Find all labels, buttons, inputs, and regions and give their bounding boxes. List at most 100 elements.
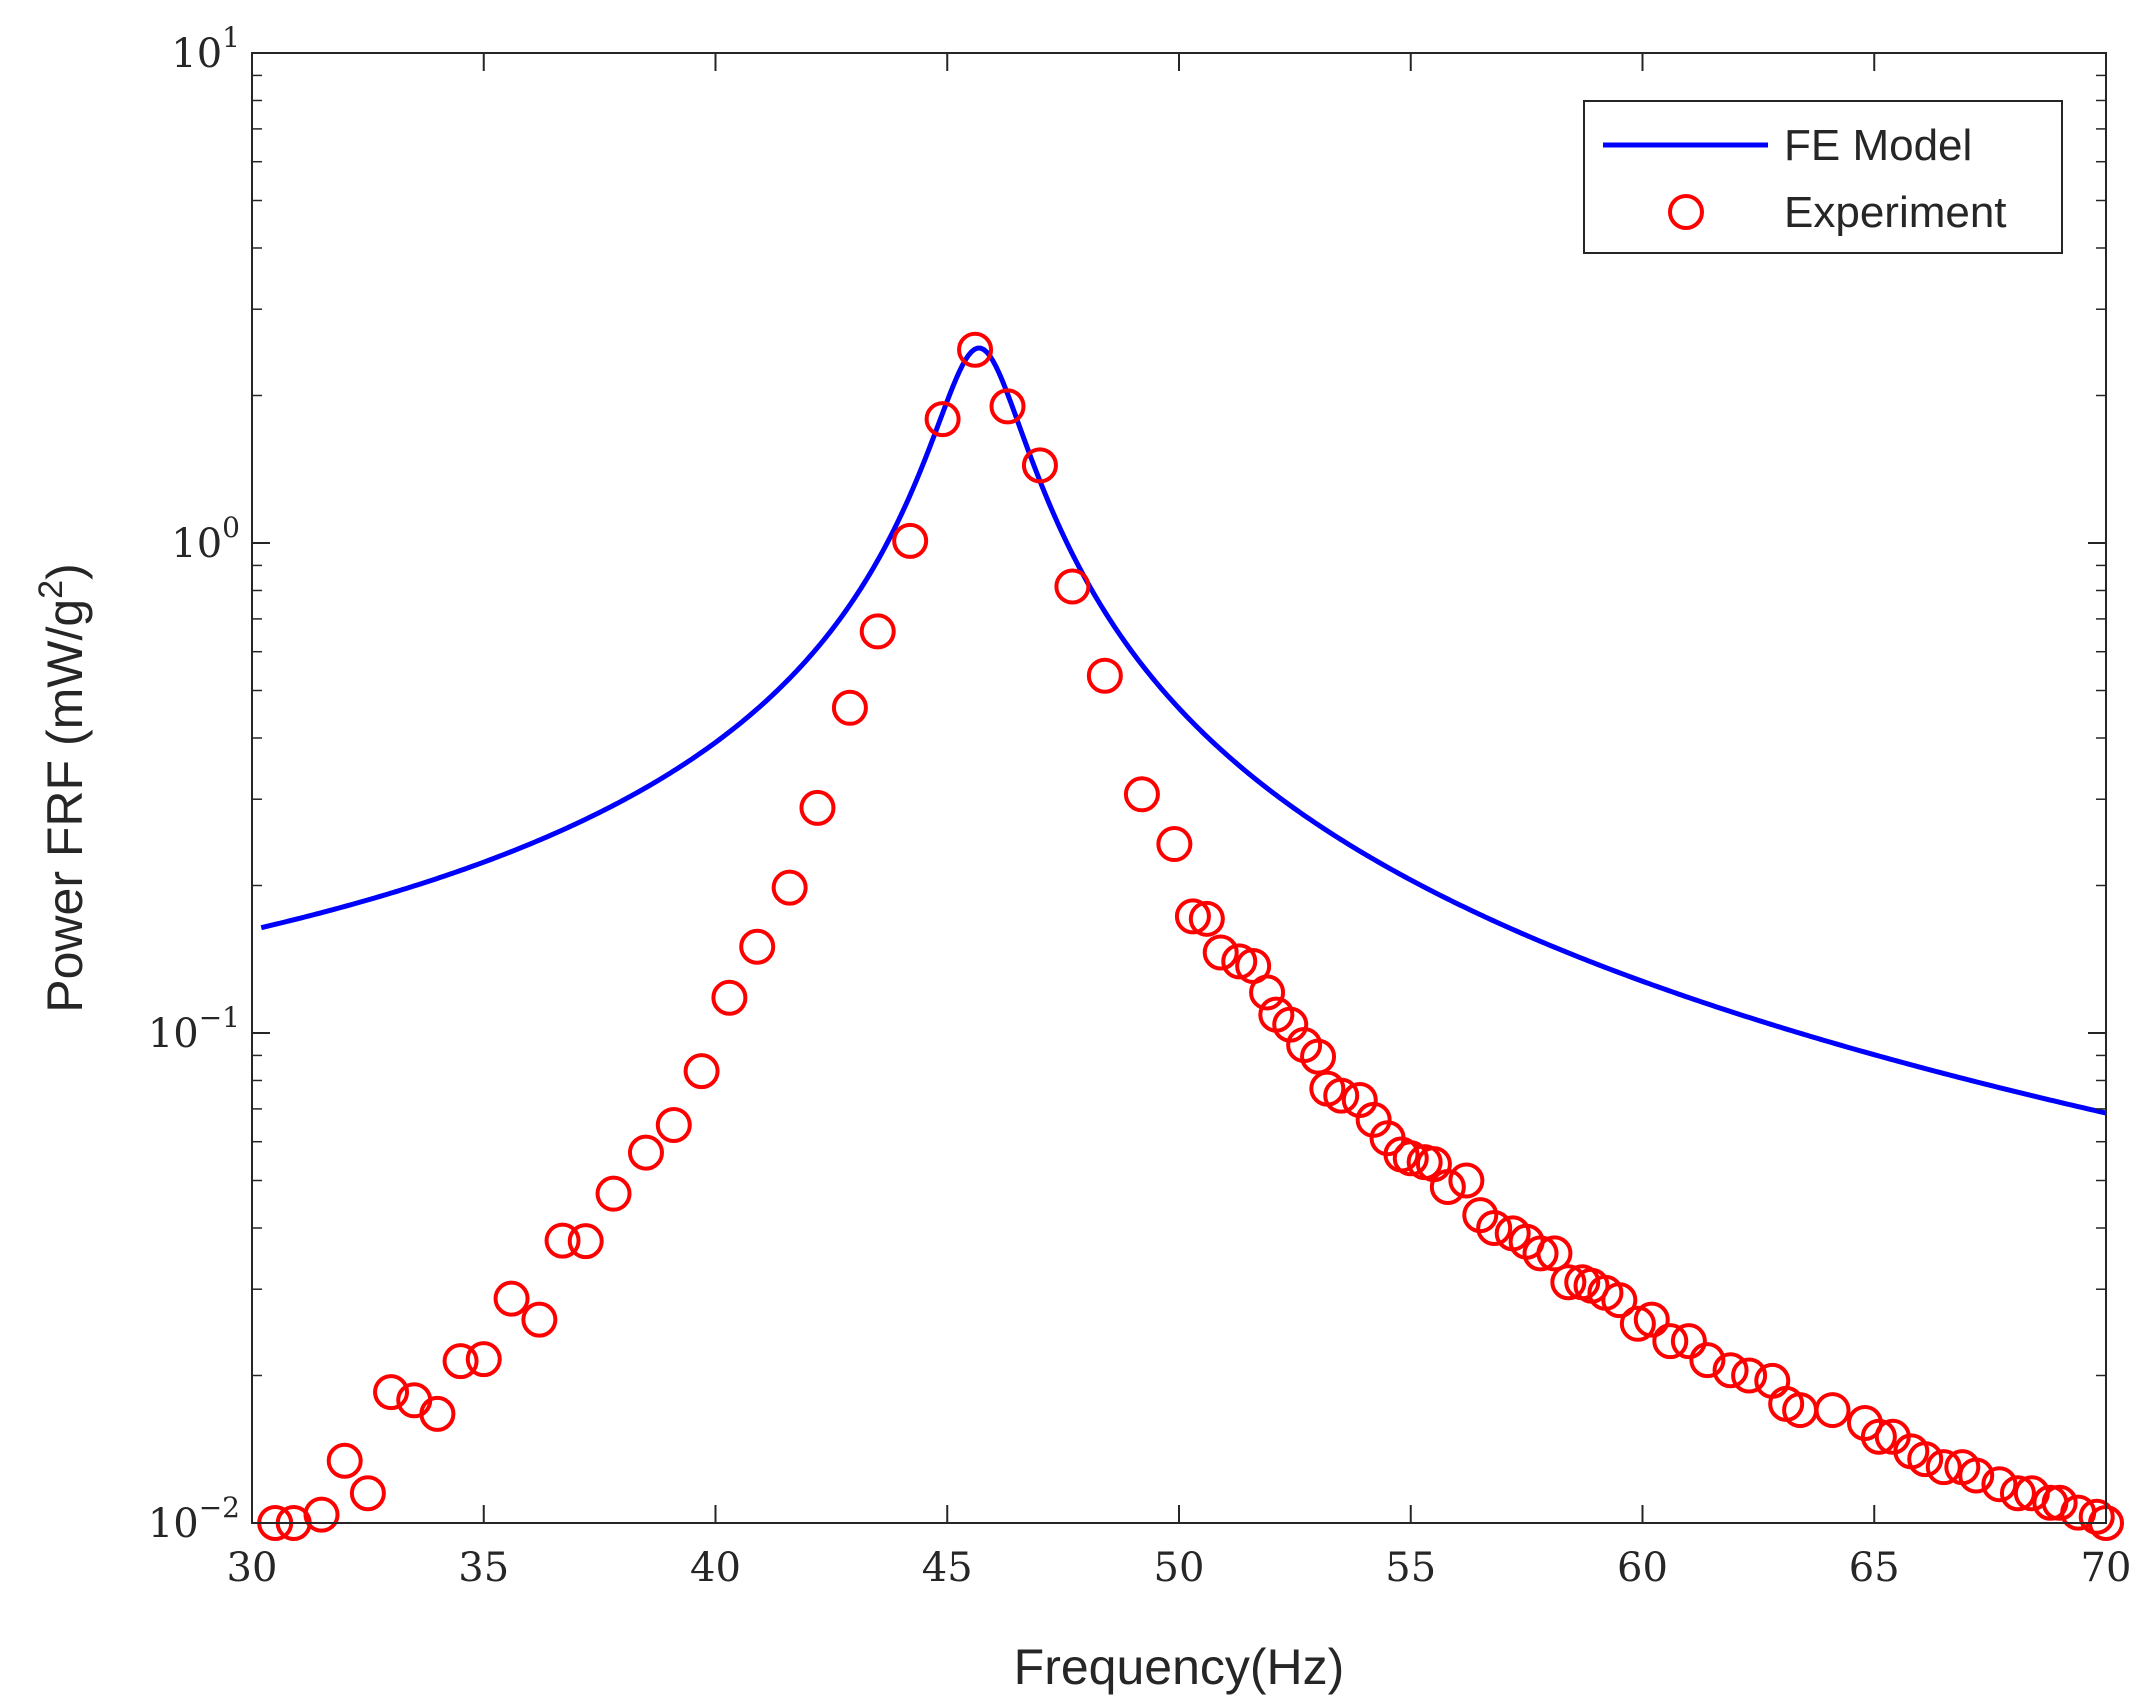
- experiment-point: [1429, 1168, 1466, 1205]
- y-tick-label: 100: [171, 511, 240, 567]
- y-tick-base: 10: [148, 1011, 199, 1057]
- y-axis-label-close: ): [37, 563, 93, 580]
- experiment-point: [1188, 900, 1225, 937]
- experiment-point: [1958, 1457, 1995, 1494]
- y-tick-exponent: 1: [222, 21, 240, 54]
- legend: FE Model Experiment: [1583, 100, 2063, 254]
- y-tick-base: 10: [148, 1501, 199, 1547]
- x-tick-label: 70: [2081, 1545, 2132, 1591]
- x-tick-label: 30: [227, 1545, 278, 1591]
- experiment-point: [1174, 898, 1211, 935]
- series-layer: [260, 345, 2107, 1116]
- experiment-point: [373, 1374, 410, 1411]
- experiment-point: [1054, 568, 1091, 605]
- experiment-point: [739, 928, 776, 965]
- y-axis-label-main: Power FRF (mW/g: [37, 599, 93, 1013]
- experiment-point: [1981, 1466, 2018, 1503]
- experiment-point: [349, 1475, 386, 1512]
- experiment-point: [1999, 1475, 2036, 1512]
- experiment-point: [1202, 934, 1239, 971]
- legend-label-experiment: Experiment: [1784, 188, 2007, 237]
- experiment-point: [1689, 1342, 1726, 1379]
- experiment-point: [1814, 1392, 1851, 1429]
- experiment-point: [442, 1343, 479, 1380]
- experiment-point: [892, 522, 929, 559]
- x-tick-label: 55: [1385, 1545, 1436, 1591]
- experiment-point: [859, 613, 896, 650]
- y-tick-label: 101: [171, 21, 240, 77]
- y-tick-base: 10: [171, 31, 222, 77]
- legend-box: [1583, 100, 2063, 254]
- x-tick-label: 60: [1617, 1545, 1668, 1591]
- plot-frame: [251, 52, 2107, 1524]
- experiment-point: [303, 1496, 340, 1533]
- experiment-point: [1448, 1162, 1485, 1199]
- experiment-point: [1712, 1352, 1749, 1389]
- experiment-point: [465, 1341, 502, 1378]
- experiment-point: [1536, 1235, 1573, 1272]
- experiment-point: [1476, 1209, 1513, 1246]
- experiment-point: [2078, 1498, 2115, 1535]
- experiment-point: [1652, 1323, 1689, 1360]
- legend-swatch-experiment: [1668, 194, 1704, 230]
- experiment-point: [1323, 1077, 1360, 1114]
- experiment-point: [711, 979, 748, 1016]
- experiment-point: [1086, 657, 1123, 694]
- y-tick-label: 10−1: [148, 1001, 240, 1057]
- experiment-point: [924, 401, 961, 438]
- experiment-point: [1300, 1038, 1337, 1075]
- experiment-point: [1249, 974, 1286, 1011]
- y-tick-label: 10−2: [148, 1491, 240, 1547]
- x-tick-label: 40: [690, 1545, 741, 1591]
- experiment-point: [1021, 447, 1058, 484]
- x-tick-label: 35: [458, 1545, 509, 1591]
- experiment-point: [799, 789, 836, 826]
- experiment-point: [544, 1222, 581, 1259]
- experiment-point: [989, 388, 1026, 425]
- y-axis-label-sup: 2: [32, 580, 70, 599]
- experiment-point: [1925, 1449, 1962, 1486]
- marker-layer: [257, 331, 2124, 1541]
- experiment-point: [326, 1442, 363, 1479]
- experiment-point: [1619, 1305, 1656, 1342]
- experiment-point: [521, 1301, 558, 1338]
- experiment-point: [771, 869, 808, 906]
- experiment-point: [1156, 826, 1193, 863]
- experiment-point: [2041, 1484, 2078, 1521]
- experiment-point: [1670, 1323, 1707, 1360]
- x-tick-labels: 30 35 40 45 50 55 60 65 70: [227, 1545, 2132, 1591]
- x-tick-label: 45: [922, 1545, 973, 1591]
- x-tick-label: 50: [1154, 1545, 1205, 1591]
- y-tick-exponent: 0: [222, 511, 240, 544]
- experiment-point: [493, 1280, 530, 1317]
- experiment-point: [957, 331, 994, 368]
- x-axis-label: Frequency(Hz): [1014, 1639, 1345, 1695]
- experiment-point: [1123, 776, 1160, 813]
- experiment-point: [1633, 1301, 1670, 1338]
- experiment-point: [1860, 1418, 1897, 1455]
- experiment-point: [1550, 1264, 1587, 1301]
- experiment-point: [1907, 1441, 1944, 1478]
- y-tick-exponent: −1: [199, 1001, 240, 1034]
- experiment-point: [567, 1223, 604, 1260]
- fe-model-line: [260, 345, 2107, 1116]
- experiment-point: [655, 1107, 692, 1143]
- experiment-point: [419, 1395, 456, 1432]
- experiment-point: [1601, 1282, 1638, 1319]
- y-axis-label: Power FRF (mW/g2): [32, 563, 93, 1012]
- experiment-point: [831, 689, 868, 726]
- y-tick-base: 10: [171, 521, 222, 567]
- experiment-point: [595, 1175, 632, 1212]
- experiment-point: [683, 1053, 720, 1090]
- experiment-point: [1392, 1140, 1429, 1177]
- experiment-point: [1522, 1235, 1559, 1272]
- x-tick-label: 65: [1849, 1545, 1900, 1591]
- experiment-point: [627, 1134, 664, 1171]
- legend-label-fe-model: FE Model: [1784, 121, 1972, 170]
- experiment-point: [1731, 1357, 1768, 1394]
- y-tick-exponent: −2: [199, 1491, 240, 1524]
- plot-area: [252, 53, 2106, 1523]
